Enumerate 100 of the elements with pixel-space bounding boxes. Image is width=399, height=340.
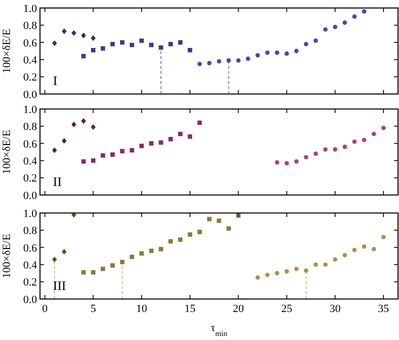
point bbox=[139, 38, 144, 43]
point bbox=[256, 275, 260, 280]
point bbox=[207, 216, 212, 222]
point bbox=[120, 148, 124, 154]
point bbox=[362, 9, 366, 14]
y-tick-label: 0.8 bbox=[23, 225, 38, 238]
y-tick-label: 0.2 bbox=[23, 172, 37, 185]
point bbox=[197, 230, 202, 234]
y-tick-label: 0.0 bbox=[23, 190, 38, 202]
y-tick-label: 0.0 bbox=[23, 294, 38, 306]
y-tick-label: 0.4 bbox=[23, 54, 38, 66]
point bbox=[352, 248, 357, 252]
point bbox=[362, 244, 366, 249]
point bbox=[91, 48, 96, 52]
point bbox=[110, 42, 115, 46]
point bbox=[158, 140, 164, 145]
point bbox=[216, 59, 222, 64]
point bbox=[91, 270, 96, 275]
y-axis-title: 100×δE/E bbox=[1, 234, 13, 278]
point bbox=[342, 20, 347, 25]
y-tick-label: 1.0 bbox=[23, 208, 38, 220]
y-tick-label: 0.6 bbox=[23, 138, 38, 150]
point bbox=[323, 262, 328, 267]
point bbox=[332, 24, 338, 30]
annotation: II bbox=[53, 174, 62, 189]
point bbox=[274, 50, 280, 55]
point bbox=[274, 271, 280, 276]
point bbox=[110, 263, 115, 268]
y-axis-title: 100×δE/E bbox=[1, 28, 13, 74]
x-tick-label: 25 bbox=[281, 303, 293, 315]
point bbox=[342, 144, 347, 150]
point bbox=[352, 14, 357, 19]
point bbox=[246, 56, 250, 61]
point bbox=[304, 268, 308, 273]
point bbox=[130, 148, 134, 152]
y-tick-label: 0.8 bbox=[23, 20, 38, 32]
point bbox=[100, 46, 106, 51]
point bbox=[81, 270, 86, 275]
y-tick-label: 0.8 bbox=[23, 121, 38, 134]
point bbox=[381, 126, 386, 130]
point bbox=[100, 266, 106, 272]
point bbox=[362, 138, 366, 142]
point bbox=[256, 53, 260, 58]
point bbox=[62, 138, 67, 144]
point bbox=[265, 50, 270, 55]
point bbox=[110, 152, 115, 157]
point bbox=[197, 62, 202, 66]
point bbox=[52, 256, 57, 262]
point bbox=[314, 262, 318, 267]
point bbox=[197, 120, 202, 125]
point bbox=[274, 160, 280, 165]
point bbox=[323, 147, 328, 152]
point bbox=[62, 28, 67, 34]
point bbox=[178, 40, 182, 45]
annotation: I bbox=[53, 73, 58, 88]
point bbox=[52, 147, 57, 154]
y-tick-label: 1.0 bbox=[23, 2, 38, 15]
point bbox=[216, 218, 222, 223]
point bbox=[168, 42, 173, 46]
point bbox=[294, 266, 299, 272]
point bbox=[120, 40, 124, 45]
y-tick-label: 0.2 bbox=[23, 72, 37, 84]
point bbox=[100, 153, 106, 158]
point bbox=[130, 254, 134, 260]
point bbox=[139, 144, 144, 148]
point bbox=[372, 246, 376, 252]
annotation: III bbox=[53, 278, 66, 293]
point bbox=[207, 60, 212, 66]
point bbox=[332, 257, 338, 262]
point bbox=[90, 124, 96, 130]
x-tick-label: 10 bbox=[136, 303, 148, 315]
point bbox=[168, 136, 173, 142]
point bbox=[332, 147, 338, 152]
point bbox=[168, 239, 173, 244]
point bbox=[120, 260, 124, 264]
y-tick-label: 1.0 bbox=[23, 104, 38, 116]
point bbox=[188, 48, 192, 52]
point bbox=[352, 139, 357, 144]
point bbox=[91, 158, 96, 163]
point bbox=[342, 252, 347, 258]
point bbox=[81, 32, 86, 38]
x-tick-label: 30 bbox=[330, 303, 342, 315]
point bbox=[149, 248, 154, 254]
point bbox=[139, 251, 144, 256]
point bbox=[372, 132, 376, 136]
point bbox=[304, 154, 308, 160]
x-axis-title: τ$_{min}$ bbox=[210, 322, 228, 338]
point bbox=[62, 248, 67, 255]
point bbox=[284, 160, 289, 166]
point bbox=[265, 272, 270, 278]
point bbox=[323, 27, 328, 32]
point bbox=[226, 226, 231, 231]
y-tick-label: 0.0 bbox=[23, 88, 38, 101]
point bbox=[149, 141, 154, 146]
point bbox=[71, 122, 76, 128]
y-tick-label: 0.2 bbox=[23, 276, 37, 289]
point bbox=[90, 35, 96, 41]
x-tick-label: 0 bbox=[42, 303, 48, 315]
y-tick-label: 0.6 bbox=[23, 37, 38, 50]
point bbox=[304, 42, 308, 46]
